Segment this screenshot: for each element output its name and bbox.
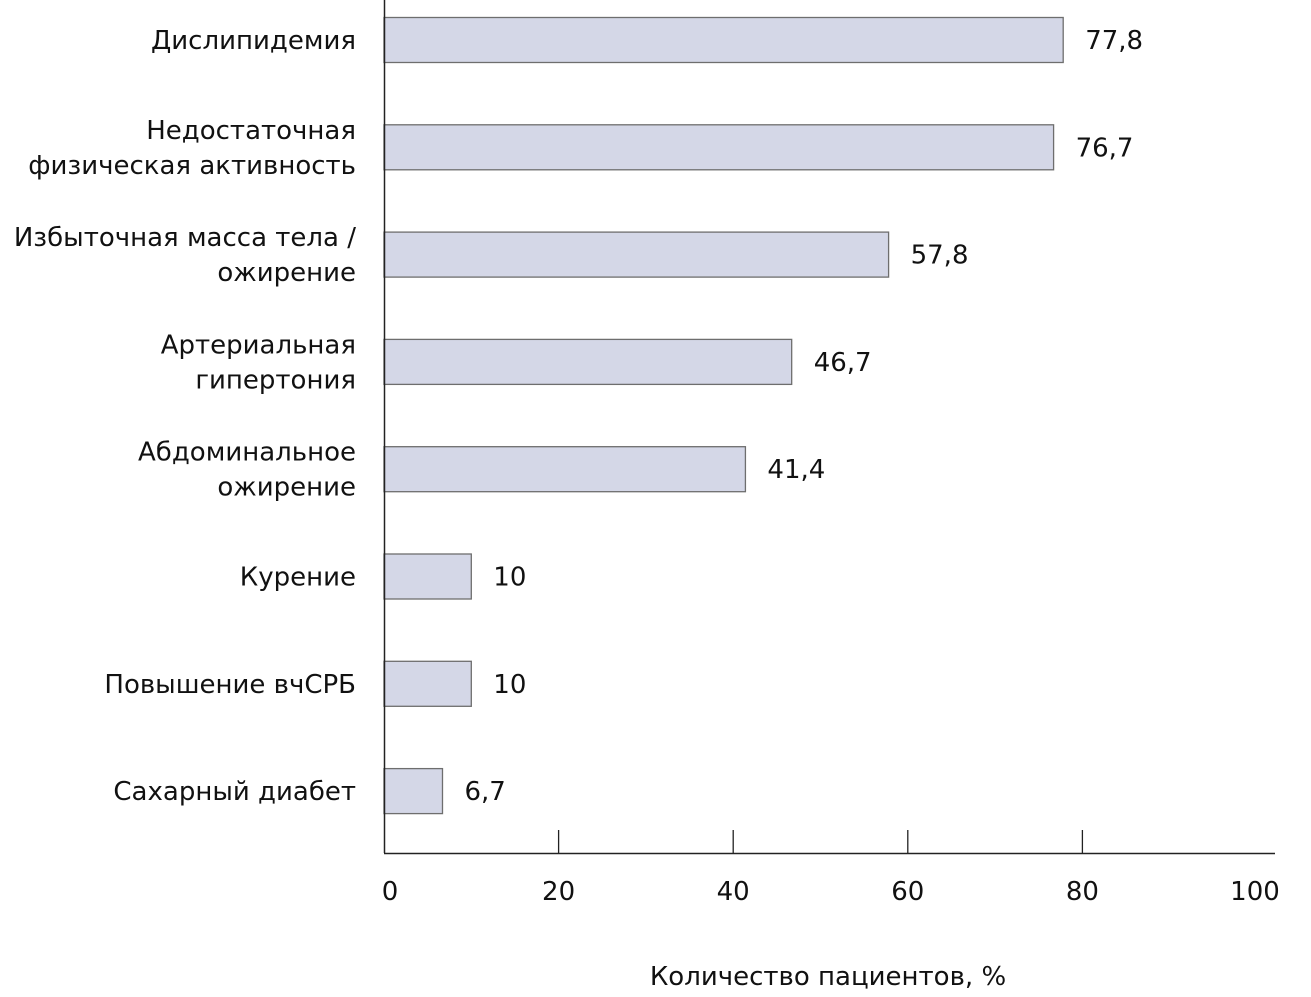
- category-label: Артериальная: [161, 330, 356, 360]
- category-label: Абдоминальное: [138, 438, 356, 468]
- bar: [383, 553, 472, 600]
- category-label: Дислипидемия: [151, 26, 356, 56]
- x-tick-label: 60: [891, 877, 924, 907]
- x-axis-ticks: 0 20 40 60 80 100: [382, 830, 1280, 907]
- value-label: 46,7: [814, 348, 872, 378]
- value-label: 57,8: [911, 241, 969, 271]
- bar: [383, 338, 793, 386]
- category-label: Сахарный диабет: [113, 777, 356, 807]
- bar: [383, 767, 444, 815]
- bar: [383, 124, 1055, 171]
- x-tick-label: 40: [717, 877, 750, 907]
- value-labels: 77,8 76,7 57,8 46,7 41,4 10 10 6,7: [464, 26, 1143, 807]
- category-label: Недостаточная: [146, 116, 356, 146]
- x-tick-label: 0: [382, 877, 399, 907]
- x-axis-label: Количество пациентов, %: [650, 962, 1006, 992]
- category-label: ожирение: [217, 473, 356, 503]
- bar: [383, 16, 1064, 64]
- category-label: Повышение вчСРБ: [104, 670, 356, 700]
- bar: [383, 446, 747, 493]
- category-label: Избыточная масса тела /: [14, 223, 356, 253]
- category-labels: Дислипидемия Недостаточная физическая акти…: [14, 26, 356, 807]
- x-tick-label: 20: [542, 877, 575, 907]
- value-label: 10: [493, 563, 526, 593]
- value-label: 77,8: [1085, 26, 1143, 56]
- value-label: 10: [493, 670, 526, 700]
- bar: [383, 660, 472, 707]
- category-label: ожирение: [217, 258, 356, 288]
- category-label: физическая активность: [28, 151, 356, 181]
- category-label: гипертония: [195, 365, 356, 395]
- category-label: Курение: [240, 563, 356, 593]
- x-tick-label: 80: [1066, 877, 1099, 907]
- x-tick-label: 100: [1230, 877, 1280, 907]
- bar: [383, 231, 890, 278]
- value-label: 41,4: [767, 455, 825, 485]
- bars: [383, 16, 1064, 815]
- value-label: 76,7: [1076, 133, 1134, 163]
- value-label: 6,7: [464, 777, 505, 807]
